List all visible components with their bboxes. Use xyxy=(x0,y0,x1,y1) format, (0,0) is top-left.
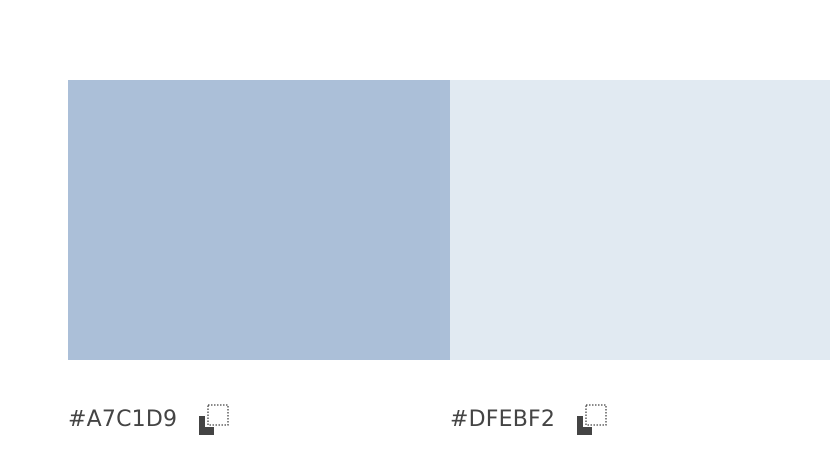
swatch-1-label-group: #A7C1D9 xyxy=(68,400,231,440)
copy-hex-button[interactable] xyxy=(575,403,609,437)
copy-icon xyxy=(577,404,607,435)
hex-code-text: #DFEBF2 xyxy=(450,407,556,432)
copy-icon xyxy=(199,404,229,435)
color-swatch-row xyxy=(68,80,830,360)
hex-code-text: #A7C1D9 xyxy=(68,407,178,432)
color-swatch-1 xyxy=(68,80,450,360)
color-swatch-2 xyxy=(450,80,830,360)
hex-label-row: #A7C1D9 #DFEBF2 xyxy=(0,400,830,440)
swatch-2-label-group: #DFEBF2 xyxy=(450,400,609,440)
copy-hex-button[interactable] xyxy=(197,403,231,437)
